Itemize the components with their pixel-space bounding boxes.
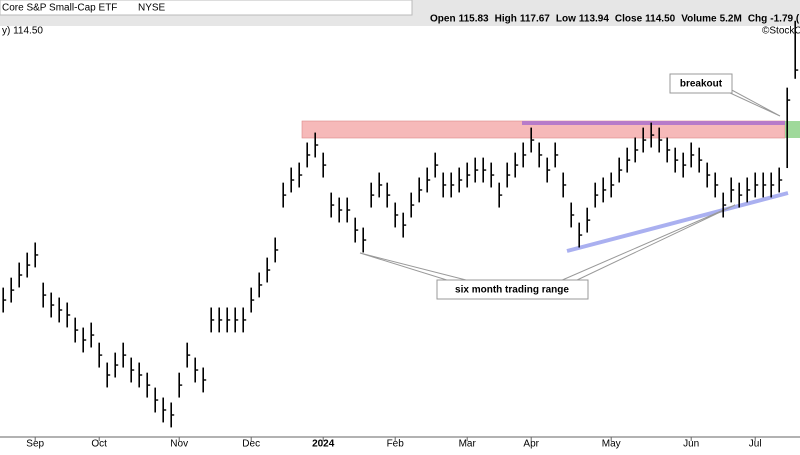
range-label: six month trading range <box>455 285 569 296</box>
quote-label: Chg <box>748 14 767 25</box>
quote-value: 115.83 <box>459 14 489 25</box>
x-tick-label: Jun <box>683 439 699 450</box>
x-tick-label: Mar <box>459 439 477 450</box>
quote-label: Volume <box>681 14 717 25</box>
breakout-label: breakout <box>680 79 723 90</box>
x-tick-label: 2024 <box>312 439 335 450</box>
quote-value: -1.79 ( <box>770 14 800 25</box>
quote-value: 113.94 <box>579 14 609 25</box>
x-tick-label: Apr <box>523 439 539 450</box>
quote-value: 5.2M <box>720 14 742 25</box>
quote-label: High <box>495 14 517 25</box>
range-callout-right <box>559 204 736 282</box>
quote: Open 115.83 High 117.67 Low 113.94 Close 114.50… <box>430 14 800 25</box>
price-label: y) 114.50 <box>2 26 43 37</box>
quote-label: Close <box>615 14 643 25</box>
title-box <box>0 0 413 16</box>
quote-value: 114.50 <box>645 14 675 25</box>
range-box <box>436 279 589 300</box>
range-callout-left <box>359 252 471 282</box>
x-tick-label: Feb <box>387 439 405 450</box>
x-tick-label: May <box>602 439 621 450</box>
x-tick-label: Oct <box>91 439 107 450</box>
watermark: ©StockC <box>762 26 800 37</box>
quote-value: 117.67 <box>520 14 550 25</box>
breakout-zone <box>785 121 800 138</box>
breakout-callout <box>727 87 781 117</box>
x-tick-label: Jul <box>749 439 762 450</box>
quote-label: Open <box>430 14 456 25</box>
chart-title: Core S&P Small-Cap ETF <box>2 3 117 14</box>
trend-line <box>566 191 789 253</box>
x-tick-label: Sep <box>26 439 44 450</box>
exchange: NYSE <box>138 3 166 14</box>
breakout-box <box>669 73 733 94</box>
quote-label: Low <box>556 14 576 25</box>
x-tick-label: Dec <box>242 439 260 450</box>
x-tick-label: Nov <box>170 439 188 450</box>
